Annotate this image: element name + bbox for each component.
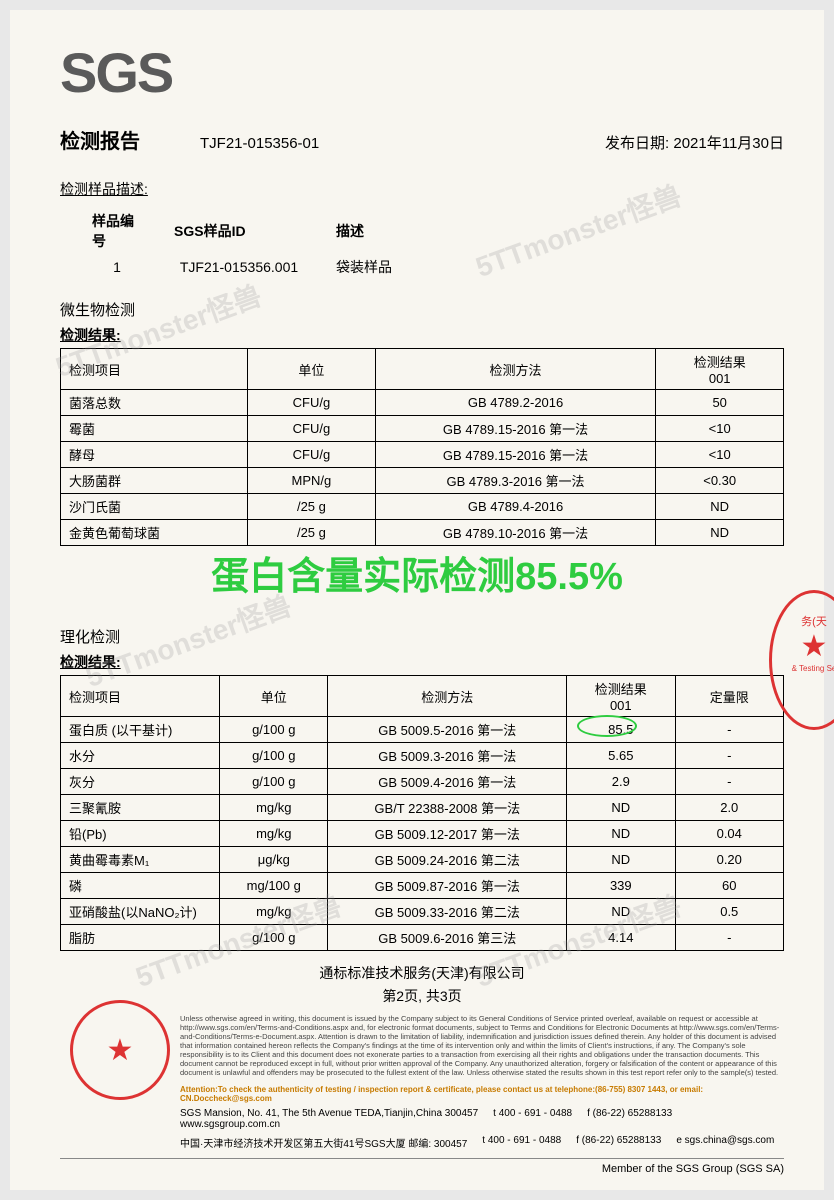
report-page: SGS 检测报告 TJF21-015356-01 发布日期: 2021年11月3… xyxy=(10,10,824,1190)
header-row: 检测报告 TJF21-015356-01 发布日期: 2021年11月30日 xyxy=(60,125,784,154)
micro-result-label: 检测结果: xyxy=(60,325,784,345)
footer: 通标标准技术服务(天津)有限公司 第2页, 共3页 Unless otherwi… xyxy=(60,963,784,1175)
report-id: TJF21-015356-01 xyxy=(200,135,319,152)
member-line: Member of the SGS Group (SGS SA) xyxy=(60,1158,784,1175)
table-row: 磷mg/100 gGB 5009.87-2016 第一法33960 xyxy=(61,873,784,899)
table-row: 灰分g/100 gGB 5009.4-2016 第一法2.9- xyxy=(61,769,784,795)
sgs-logo: SGS xyxy=(60,40,784,105)
micro-section-title: 微生物检测 xyxy=(60,299,784,320)
table-row: 蛋白质 (以干基计)g/100 gGB 5009.5-2016 第一法85.5- xyxy=(61,717,784,743)
micro-results-table: 检测项目单位检测方法检测结果001 菌落总数CFU/gGB 4789.2-201… xyxy=(60,348,784,546)
table-row: 金黄色葡萄球菌/25 gGB 4789.10-2016 第一法ND xyxy=(61,520,784,546)
issue-date: 发布日期: 2021年11月30日 xyxy=(605,132,784,153)
table-row: 脂肪g/100 gGB 5009.6-2016 第三法4.14- xyxy=(61,925,784,951)
table-row: 三聚氰胺mg/kgGB/T 22388-2008 第一法ND2.0 xyxy=(61,795,784,821)
attention-line: Attention:To check the authenticity of t… xyxy=(180,1085,784,1103)
phys-results-table: 检测项目单位检测方法检测结果001定量限 蛋白质 (以干基计)g/100 gGB… xyxy=(60,675,784,951)
table-row: 黄曲霉毒素M₁μg/kgGB 5009.24-2016 第二法ND0.20 xyxy=(61,847,784,873)
table-row: 铅(Pb)mg/kgGB 5009.12-2017 第一法ND0.04 xyxy=(61,821,784,847)
table-row: 霉菌CFU/gGB 4789.15-2016 第一法<10 xyxy=(61,416,784,442)
table-row: 菌落总数CFU/gGB 4789.2-201650 xyxy=(61,390,784,416)
stamp-bottom-left: ★ xyxy=(70,1000,170,1100)
disclaimer-text: Unless otherwise agreed in writing, this… xyxy=(180,1014,784,1077)
table-row: 大肠菌群MPN/gGB 4789.3-2016 第一法<0.30 xyxy=(61,468,784,494)
sample-info-table: 样品编号 SGS样品ID 描述 1 TJF21-015356.001 袋装样品 xyxy=(90,207,424,281)
table-row: 沙门氏菌/25 gGB 4789.4-2016ND xyxy=(61,494,784,520)
overlay-annotation: 蛋白含量实际检测85.5% xyxy=(10,545,824,600)
table-row: 亚硝酸盐(以NaNO₂计)mg/kgGB 5009.33-2016 第二法ND0… xyxy=(61,899,784,925)
table-row: 酵母CFU/gGB 4789.15-2016 第一法<10 xyxy=(61,442,784,468)
sample-desc-label: 检测样品描述: xyxy=(60,179,784,199)
highlight-circle xyxy=(577,715,637,737)
page-info: 第2页, 共3页 xyxy=(60,986,784,1006)
phys-section-title: 理化检测 xyxy=(60,626,784,647)
address-block: SGS Mansion, No. 41, The 5th Avenue TEDA… xyxy=(180,1108,784,1130)
report-title: 检测报告 xyxy=(60,125,140,154)
table-row: 水分g/100 gGB 5009.3-2016 第一法5.65- xyxy=(61,743,784,769)
phys-result-label: 检测结果: xyxy=(60,652,784,672)
company-name: 通标标准技术服务(天津)有限公司 xyxy=(60,963,784,983)
